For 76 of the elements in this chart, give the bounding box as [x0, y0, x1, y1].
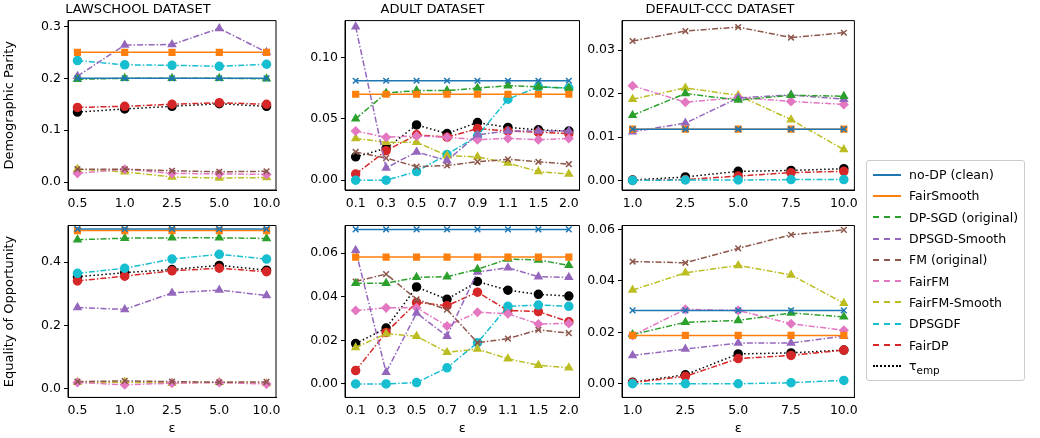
y-tick-label: 0.1 [41, 121, 61, 137]
legend-label: τ$_{emp}$ [909, 357, 940, 376]
legend-label: DPSGDF [909, 316, 961, 332]
legend-label: DPSGD-Smooth [909, 231, 1007, 247]
x-tick-label: 2.0 [558, 402, 579, 418]
x-tick-label: 5.0 [728, 194, 749, 210]
y-tick-label: 0.01 [587, 128, 615, 144]
y-tick-label: 0.2 [41, 316, 61, 332]
x-tick-label: 10.0 [252, 402, 281, 418]
x-tick-label: 0.5 [406, 402, 427, 418]
legend-label: DP-SGD (original) [909, 209, 1019, 225]
y-tick-label: 0.00 [587, 375, 616, 391]
legend-label: FM (original) [909, 252, 988, 268]
y-tick-label: 0.05 [310, 110, 338, 126]
x-tick-label: 0.9 [467, 194, 488, 210]
x-tick-label: 0.3 [376, 402, 397, 418]
x-axis-title: ε [458, 419, 466, 435]
x-tick-label: 0.3 [376, 194, 397, 210]
x-tick-label: 5.0 [209, 194, 230, 210]
legend-label: FairFM-Smooth [909, 294, 1003, 310]
x-tick-label: 0.5 [67, 402, 88, 418]
y-tick-label: 0.0 [41, 380, 62, 396]
y-tick-label: 0.02 [587, 84, 615, 100]
x-tick-label: 10.0 [252, 194, 281, 210]
x-tick-label: 2.5 [162, 194, 182, 210]
y-tick-label: 0.00 [587, 171, 616, 187]
legend-label: FairFM [909, 273, 950, 289]
y-tick-label: 0.2 [41, 69, 61, 85]
x-tick-label: 1.5 [528, 194, 549, 210]
x-tick-label: 5.0 [209, 402, 230, 418]
y-tick-label: 0.04 [587, 272, 616, 288]
y-tick-label: 0.4 [41, 253, 62, 269]
y-tick-label: 0.02 [310, 331, 338, 347]
x-tick-label: 1.1 [497, 402, 518, 418]
x-tick-label: 2.5 [675, 194, 696, 210]
y-tick-label: 0.03 [587, 41, 615, 57]
x-tick-label: 1.0 [114, 194, 135, 210]
x-tick-label: 1.1 [497, 194, 518, 210]
x-tick-label: 1.5 [528, 402, 549, 418]
chart-title: LAWSCHOOL DATASET [65, 1, 211, 17]
chart-title: DEFAULT-CCC DATASET [645, 1, 795, 17]
x-tick-label: 2.0 [558, 194, 579, 210]
x-tick-label: 2.5 [675, 402, 696, 418]
x-axis-title: ε [734, 419, 742, 435]
x-tick-label: 1.0 [622, 194, 643, 210]
x-tick-label: 10.0 [829, 402, 858, 418]
x-tick-label: 10.0 [829, 194, 858, 210]
x-tick-label: 7.5 [781, 194, 801, 210]
x-tick-label: 0.9 [467, 402, 488, 418]
y-tick-label: 0.3 [41, 17, 61, 33]
x-tick-label: 0.5 [406, 194, 427, 210]
x-tick-label: 2.5 [162, 402, 182, 418]
y-tick-label: 0.04 [310, 287, 339, 303]
x-tick-label: 0.1 [345, 402, 366, 418]
x-tick-label: 0.5 [67, 194, 88, 210]
y-tick-label: 0.06 [587, 220, 616, 236]
legend-label: no-DP (clean) [909, 167, 994, 183]
x-tick-label: 0.1 [345, 194, 366, 210]
y-axis-title: Equality of Opportunity [1, 235, 17, 388]
x-axis-title: ε [168, 419, 176, 435]
y-tick-label: 0.0 [41, 173, 62, 189]
y-tick-label: 0.10 [310, 48, 339, 64]
x-tick-label: 7.5 [781, 402, 801, 418]
y-tick-label: 0.02 [587, 323, 615, 339]
y-tick-label: 0.06 [310, 244, 339, 260]
x-tick-label: 0.7 [437, 194, 457, 210]
y-axis-title: Demographic Parity [1, 40, 17, 170]
y-tick-label: 0.00 [310, 375, 339, 391]
x-tick-label: 0.7 [437, 402, 457, 418]
y-tick-label: 0.00 [310, 171, 339, 187]
x-tick-label: 1.0 [114, 402, 135, 418]
legend-label: FairSmooth [909, 188, 980, 204]
x-tick-label: 1.0 [622, 402, 643, 418]
legend-label: FairDP [909, 337, 949, 353]
x-tick-label: 5.0 [728, 402, 749, 418]
chart-title: ADULT DATASET [380, 1, 485, 17]
